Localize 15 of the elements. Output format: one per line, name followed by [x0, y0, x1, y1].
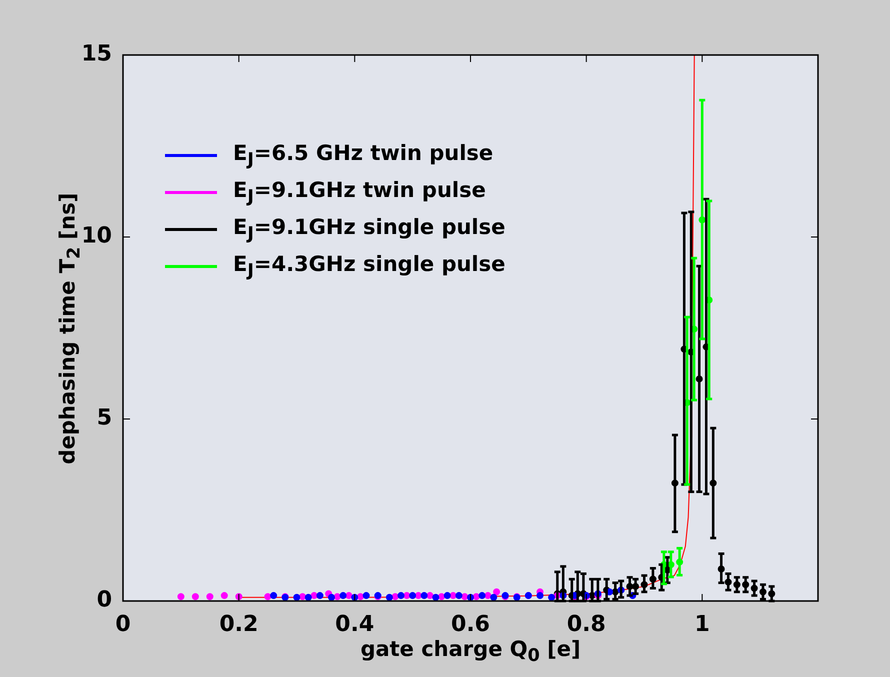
y-tick-label: 0	[96, 588, 112, 613]
y-tick-label: 10	[81, 224, 112, 249]
x-tick-label: 1	[694, 612, 710, 637]
x-axis-title: gate charge Q$_{0}$ [e]	[359, 637, 582, 666]
legend-label: E$_{J}$=9.1GHz single pulse	[233, 214, 506, 244]
y-tick-label: 5	[96, 406, 112, 431]
x-tick-label: 0.2	[219, 612, 258, 637]
x-tick-label: 0	[115, 612, 131, 637]
x-tick-label: 0.6	[451, 612, 490, 637]
legend-label: E$_{J}$=6.5 GHz twin pulse	[233, 140, 494, 170]
x-tick-label: 0.4	[335, 612, 374, 637]
legend-label: E$_{J}$=4.3GHz single pulse	[233, 252, 506, 282]
legend-label: E$_{J}$=9.1GHz twin pulse	[233, 178, 486, 208]
y-tick-label: 15	[81, 42, 112, 67]
x-tick-label: 0.8	[566, 612, 606, 637]
